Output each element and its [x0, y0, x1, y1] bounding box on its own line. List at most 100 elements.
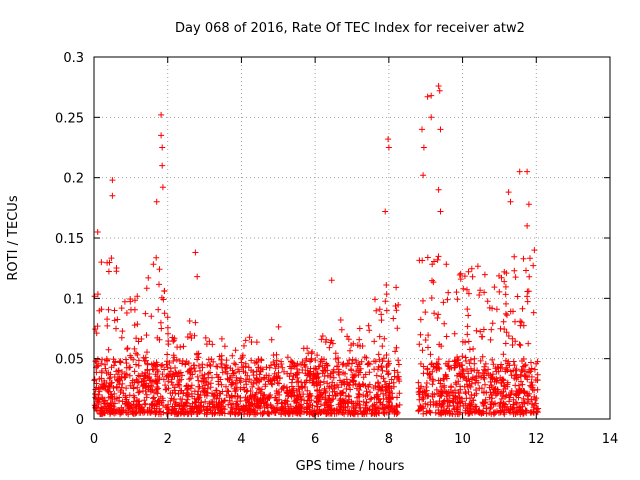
data-point [319, 333, 326, 339]
data-point [128, 354, 135, 361]
data-point [241, 411, 248, 418]
data-point [379, 367, 386, 374]
data-point [229, 352, 236, 359]
data-point [500, 392, 506, 399]
data-point [95, 385, 102, 392]
data-point [131, 322, 138, 329]
data-point [236, 377, 243, 384]
data-point [481, 363, 488, 370]
data-point [454, 296, 461, 303]
data-point [94, 291, 101, 298]
data-point [430, 378, 437, 384]
data-point [298, 401, 304, 408]
data-point [469, 374, 476, 381]
data-point [300, 391, 307, 398]
data-point [460, 367, 467, 374]
data-point [215, 400, 222, 407]
data-point [170, 358, 177, 364]
data-point [285, 393, 291, 400]
data-point [188, 390, 195, 397]
data-point [312, 357, 319, 364]
data-point [133, 376, 140, 383]
data-point [168, 379, 175, 386]
data-point [99, 356, 105, 363]
data-point [322, 406, 329, 413]
data-point [530, 309, 537, 316]
data-point [199, 361, 206, 368]
data-point [322, 390, 329, 396]
data-point [155, 368, 161, 375]
data-point [289, 387, 296, 394]
data-point [100, 383, 107, 390]
data-point [363, 410, 370, 417]
data-point [306, 377, 313, 384]
data-point [524, 168, 531, 175]
data-point [502, 340, 509, 347]
data-point [273, 375, 280, 382]
data-point [184, 368, 191, 375]
data-point [396, 390, 403, 397]
data-point [394, 394, 400, 401]
data-point [381, 335, 388, 342]
data-point [490, 409, 497, 416]
data-point [505, 189, 512, 196]
data-point [131, 368, 138, 375]
data-point [266, 364, 273, 371]
data-point [93, 330, 100, 337]
data-point [423, 387, 430, 394]
data-point [113, 265, 120, 271]
data-point [479, 399, 486, 406]
data-point [367, 389, 373, 396]
data-point [517, 318, 524, 325]
data-point [104, 316, 111, 323]
data-point [131, 306, 138, 313]
data-point [244, 372, 251, 379]
data-point [509, 335, 516, 342]
data-point [265, 378, 272, 385]
data-point [474, 367, 481, 374]
data-point [510, 308, 516, 315]
data-point [520, 255, 527, 262]
data-point [123, 398, 130, 405]
data-point [490, 361, 497, 368]
data-point [452, 364, 458, 371]
data-point [279, 364, 286, 371]
data-point [142, 310, 149, 317]
grid-lines [94, 57, 610, 419]
data-point [168, 406, 175, 413]
data-point [136, 388, 143, 395]
data-point [105, 346, 112, 353]
data-point [350, 400, 357, 407]
data-point [502, 368, 509, 375]
data-point [386, 408, 393, 415]
data-point [523, 409, 530, 416]
data-point [457, 409, 464, 416]
data-point [192, 249, 199, 256]
data-point [178, 400, 185, 407]
data-point [205, 356, 212, 363]
data-point [286, 406, 293, 413]
data-point [360, 398, 367, 405]
data-point [519, 305, 526, 312]
data-point [242, 376, 249, 383]
data-point [135, 372, 142, 379]
data-point [349, 410, 356, 417]
data-point [108, 407, 114, 414]
data-point [506, 398, 513, 405]
data-point [424, 254, 431, 261]
data-point [259, 395, 266, 401]
data-point [317, 358, 324, 365]
data-point [174, 373, 181, 380]
data-point [348, 342, 355, 349]
data-point [297, 394, 304, 401]
data-point [483, 405, 490, 412]
data-point [328, 337, 335, 344]
data-point [353, 368, 360, 375]
data-point [530, 262, 537, 269]
data-point [366, 369, 373, 376]
x-tick-label: 12 [528, 432, 545, 447]
data-point [343, 376, 350, 383]
data-point [194, 373, 201, 380]
data-point [457, 270, 464, 277]
data-point [195, 383, 202, 390]
